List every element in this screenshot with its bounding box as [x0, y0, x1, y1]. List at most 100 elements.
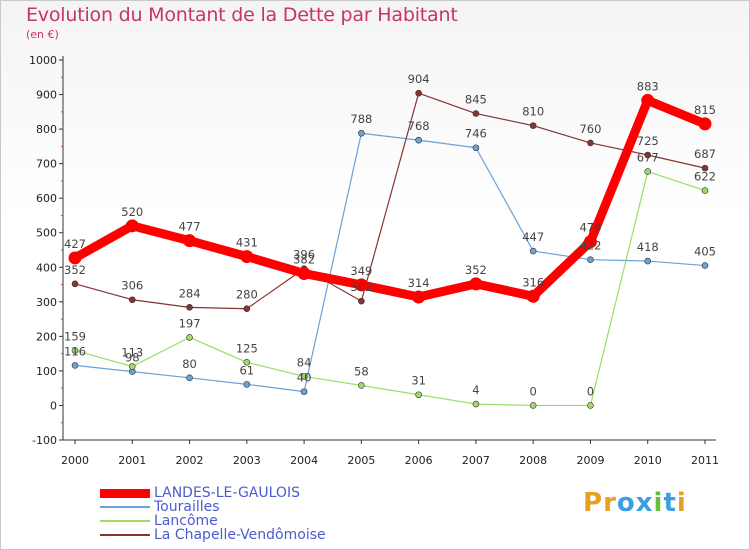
data-label-tourailles: 116: [64, 344, 86, 358]
data-point-la-chapelle-vendomoise: [587, 139, 594, 147]
data-point-lancome: [644, 168, 652, 175]
data-point-la-chapelle-vendomoise: [644, 151, 652, 159]
data-label-landes-le-gaulois: 520: [121, 205, 143, 219]
data-point-lancome: [71, 347, 79, 354]
data-point-la-chapelle-vendomoise: [186, 304, 193, 311]
y-tick-label: 600: [36, 192, 57, 205]
y-tick-label: 1000: [29, 54, 57, 67]
data-label-la-chapelle-vendomoise: 810: [522, 105, 544, 119]
data-point-landes-le-gaulois: [641, 93, 655, 107]
data-point-tourailles: [71, 362, 79, 369]
data-point-lancome: [529, 402, 537, 409]
data-label-landes-le-gaulois: 349: [350, 264, 372, 278]
data-label-landes-le-gaulois: 427: [64, 237, 86, 251]
data-point-landes-le-gaulois: [469, 277, 483, 291]
data-label-tourailles: 98: [125, 351, 140, 365]
legend: LANDES-LE-GAULOIS Tourailles Lancôme La Cha…: [100, 485, 326, 543]
data-point-landes-le-gaulois: [183, 234, 197, 248]
data-point-la-chapelle-vendomoise: [128, 296, 136, 304]
x-tick-label: 2009: [576, 454, 604, 467]
data-point-tourailles: [529, 247, 537, 255]
data-point-tourailles: [186, 374, 193, 382]
data-label-landes-le-gaulois: 883: [637, 79, 659, 93]
data-label-la-chapelle-vendomoise: 845: [465, 93, 487, 107]
data-label-lancome: 113: [121, 345, 143, 359]
data-point-landes-le-gaulois: [583, 235, 597, 249]
data-point-landes-le-gaulois: [526, 289, 540, 303]
series-line-tourailles: [74, 132, 706, 393]
data-label-la-chapelle-vendomoise: 302: [350, 280, 372, 294]
logo-letter: o: [616, 488, 636, 518]
legend-label: Tourailles: [154, 499, 220, 515]
legend-label: La Chapelle-Vendômoise: [154, 527, 326, 543]
data-label-tourailles: 61: [239, 363, 254, 377]
data-point-la-chapelle-vendomoise: [701, 164, 709, 172]
data-point-la-chapelle-vendomoise: [358, 297, 365, 305]
x-tick-label: 2002: [176, 454, 204, 467]
y-tick-label: 500: [36, 227, 57, 240]
x-tick-label: 2007: [462, 454, 490, 467]
legend-item: Tourailles: [100, 499, 326, 515]
data-point-lancome: [243, 358, 251, 366]
logo-letter: r: [603, 488, 617, 518]
data-label-la-chapelle-vendomoise: 306: [121, 279, 143, 293]
y-tick-label: 400: [36, 261, 57, 274]
data-label-lancome: 0: [587, 384, 594, 398]
data-label-landes-le-gaulois: 314: [408, 276, 430, 290]
y-tick-label: 0: [50, 399, 57, 412]
data-label-landes-le-gaulois: 352: [465, 263, 487, 277]
data-point-lancome: [300, 373, 308, 380]
series-line-landes-le-gaulois: [70, 95, 710, 302]
x-tick-label: 2011: [691, 454, 719, 467]
x-tick-label: 2003: [233, 454, 261, 467]
legend-item: Lancôme: [100, 513, 326, 529]
data-label-lancome: 58: [354, 364, 369, 378]
data-label-la-chapelle-vendomoise: 760: [579, 122, 601, 136]
logo-letter: t: [663, 488, 677, 518]
data-label-la-chapelle-vendomoise: 280: [236, 288, 258, 302]
series-line-la-chapelle-vendomoise: [74, 92, 706, 310]
data-label-landes-le-gaulois: 382: [293, 252, 315, 266]
data-label-tourailles: 746: [465, 127, 487, 141]
x-tick-label: 2010: [634, 454, 662, 467]
data-label-tourailles: 447: [522, 230, 544, 244]
data-label-landes-le-gaulois: 316: [522, 275, 544, 289]
legend-swatch: [100, 520, 150, 522]
data-point-landes-le-gaulois: [698, 117, 712, 131]
y-tick-label: 200: [36, 330, 57, 343]
y-tick-label: 900: [36, 89, 57, 102]
data-label-la-chapelle-vendomoise: 284: [179, 286, 201, 300]
data-point-landes-le-gaulois: [354, 278, 368, 292]
data-label-tourailles: 418: [637, 240, 659, 254]
data-point-tourailles: [644, 257, 652, 265]
data-label-lancome: 159: [64, 330, 86, 344]
legend-swatch: [100, 506, 150, 508]
data-point-tourailles: [415, 136, 422, 144]
legend-label: LANDES-LE-GAULOIS: [154, 485, 300, 501]
data-label-lancome: 677: [637, 151, 659, 165]
data-point-la-chapelle-vendomoise: [415, 89, 422, 97]
x-tick-label: 2000: [61, 454, 89, 467]
data-point-landes-le-gaulois: [412, 290, 426, 304]
data-point-lancome: [128, 363, 136, 370]
data-point-tourailles: [243, 381, 251, 388]
logo-letter: i: [653, 488, 664, 518]
series-line-lancome: [74, 170, 706, 407]
x-tick-label: 2006: [405, 454, 433, 467]
proxiti-logo: Proxiti: [583, 488, 687, 518]
data-label-tourailles: 40: [297, 371, 312, 385]
y-tick-label: 100: [36, 365, 57, 378]
data-label-lancome: 0: [530, 384, 537, 398]
chart-subtitle: (en €): [26, 28, 59, 41]
y-tick-label: 800: [36, 123, 57, 136]
legend-item: La Chapelle-Vendômoise: [100, 527, 326, 543]
logo-letter: x: [635, 488, 654, 518]
data-label-tourailles: 80: [182, 357, 197, 371]
y-tick-label: 700: [36, 158, 57, 171]
chart-title: Evolution du Montant de la Dette par Hab…: [26, 4, 458, 26]
y-tick-label: -100: [32, 434, 57, 447]
legend-swatch: [100, 488, 150, 498]
data-point-tourailles: [300, 388, 308, 395]
data-point-la-chapelle-vendomoise: [472, 110, 480, 117]
